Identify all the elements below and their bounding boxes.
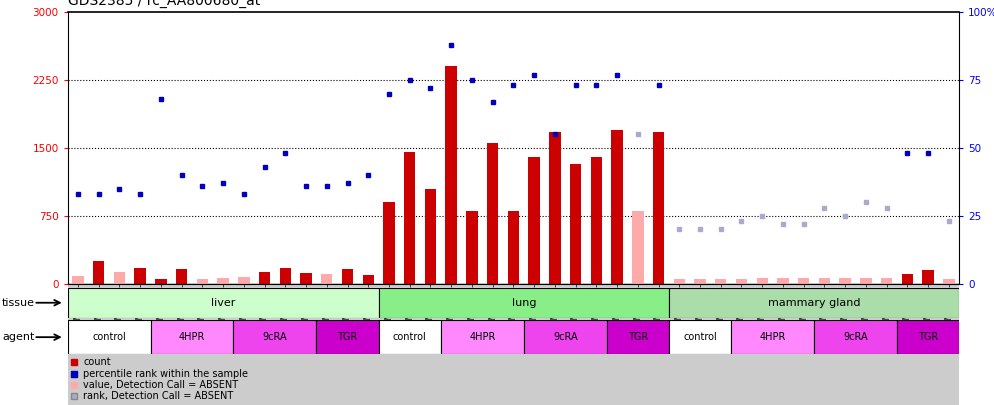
Bar (897, 320, 959, 354)
Text: TGR: TGR (918, 332, 938, 342)
Text: 4HPR: 4HPR (469, 332, 495, 342)
Bar (73, 276, 83, 284)
Bar (669, 288, 959, 318)
Bar (258, 272, 270, 283)
Text: 9cRA: 9cRA (262, 332, 287, 342)
Bar (777, 278, 788, 284)
Bar (342, 269, 353, 283)
Text: 4HPR: 4HPR (759, 332, 786, 342)
Bar (632, 211, 643, 284)
Text: rank, Detection Call = ABSENT: rank, Detection Call = ABSENT (83, 392, 234, 401)
Text: GDS2385 / rc_AA800680_at: GDS2385 / rc_AA800680_at (68, 0, 259, 9)
Bar (881, 278, 893, 284)
Bar (379, 288, 669, 318)
Bar (732, 320, 814, 354)
Bar (943, 279, 954, 284)
Bar (695, 279, 706, 284)
Text: 9cRA: 9cRA (553, 332, 578, 342)
Bar (424, 189, 436, 284)
Bar (814, 320, 897, 354)
Bar (176, 269, 187, 283)
Bar (466, 211, 478, 284)
Bar (316, 320, 379, 354)
Text: count: count (83, 358, 111, 367)
Text: control: control (683, 332, 717, 342)
Bar (404, 152, 415, 284)
Bar (93, 261, 104, 283)
Bar (549, 132, 561, 284)
Bar (68, 320, 150, 354)
Bar (300, 273, 312, 283)
Bar (902, 273, 913, 283)
Bar (234, 320, 316, 354)
Bar (674, 279, 685, 284)
Bar (379, 320, 440, 354)
Bar (279, 268, 291, 284)
Bar (819, 278, 830, 284)
Text: liver: liver (211, 298, 236, 308)
Bar (756, 278, 768, 284)
Bar (508, 211, 519, 284)
Bar (611, 130, 623, 284)
Bar (590, 157, 602, 284)
Bar (239, 277, 249, 284)
Bar (445, 66, 457, 283)
Text: 9cRA: 9cRA (843, 332, 868, 342)
Bar (860, 277, 872, 284)
Text: agent: agent (2, 332, 35, 342)
Bar (113, 272, 125, 283)
Text: tissue: tissue (2, 298, 35, 308)
Bar (134, 268, 146, 284)
Bar (653, 132, 664, 284)
Bar (487, 143, 498, 284)
Bar (570, 164, 581, 284)
Bar (440, 320, 524, 354)
Bar (155, 279, 167, 283)
Bar (798, 277, 809, 284)
Bar (736, 279, 747, 284)
Bar (715, 279, 727, 284)
Text: value, Detection Call = ABSENT: value, Detection Call = ABSENT (83, 380, 239, 390)
Bar (363, 275, 374, 284)
Text: control: control (92, 332, 126, 342)
Text: 4HPR: 4HPR (179, 332, 205, 342)
Bar (922, 270, 933, 283)
Text: lung: lung (512, 298, 536, 308)
Bar (197, 279, 208, 284)
Text: TGR: TGR (627, 332, 648, 342)
Bar (840, 278, 851, 284)
Bar (384, 202, 395, 284)
Bar (529, 157, 540, 284)
Text: TGR: TGR (337, 332, 358, 342)
Text: mammary gland: mammary gland (767, 298, 861, 308)
Bar (669, 320, 732, 354)
Bar (321, 274, 332, 283)
Text: control: control (393, 332, 426, 342)
Text: percentile rank within the sample: percentile rank within the sample (83, 369, 248, 379)
Bar (524, 320, 606, 354)
Bar (606, 320, 669, 354)
Bar (150, 320, 234, 354)
Bar (218, 278, 229, 284)
Bar (68, 288, 379, 318)
Bar (68, 284, 959, 405)
